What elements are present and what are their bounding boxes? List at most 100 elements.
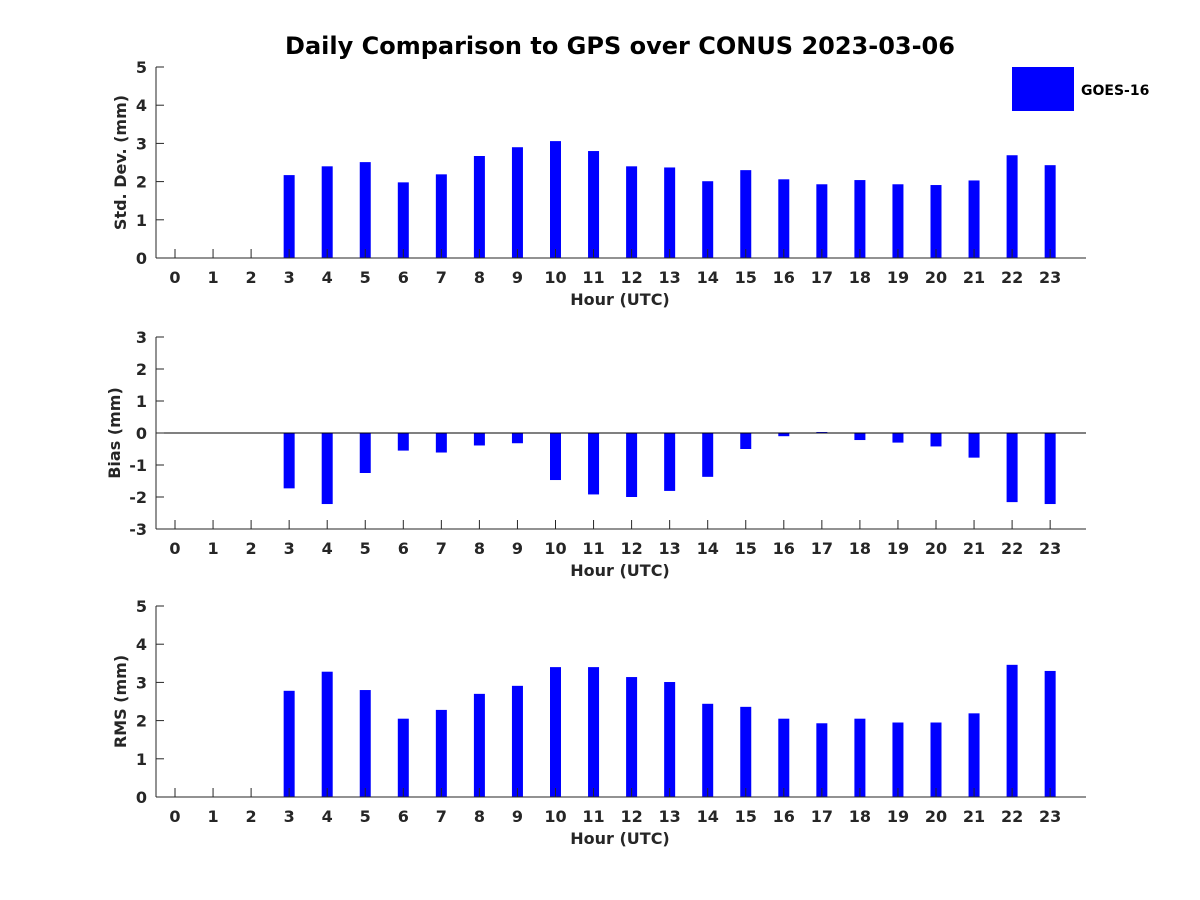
x-tick-label: 6 xyxy=(398,268,409,287)
y-tick-label: 3 xyxy=(136,328,147,347)
bar xyxy=(816,184,828,258)
y-tick-label: 2 xyxy=(136,712,147,731)
y-tick-label: 3 xyxy=(136,134,147,153)
x-tick-label: 1 xyxy=(207,268,218,287)
x-tick-label: 22 xyxy=(1001,268,1023,287)
x-tick-label: 10 xyxy=(544,539,566,558)
bar xyxy=(778,179,790,258)
x-tick-label: 1 xyxy=(207,539,218,558)
x-tick-label: 19 xyxy=(887,268,909,287)
x-tick-label: 8 xyxy=(474,807,485,826)
bar xyxy=(626,166,638,258)
y-tick-label: 0 xyxy=(136,249,147,268)
bar xyxy=(778,433,790,437)
bar xyxy=(588,433,600,495)
bar xyxy=(550,667,561,797)
x-tick-label: 9 xyxy=(512,268,523,287)
x-tick-label: 4 xyxy=(322,268,333,287)
bar xyxy=(664,433,676,491)
x-tick-label: 20 xyxy=(925,807,947,826)
y-axis-label: Bias (mm) xyxy=(105,387,124,479)
x-tick-label: 11 xyxy=(582,268,604,287)
bar xyxy=(1044,433,1056,505)
bar xyxy=(968,433,980,458)
x-tick-label: 7 xyxy=(436,268,447,287)
y-tick-label: 0 xyxy=(136,424,147,443)
x-tick-label: 2 xyxy=(246,268,257,287)
legend: GOES-16 xyxy=(1012,67,1149,111)
bar xyxy=(664,167,676,258)
x-tick-label: 4 xyxy=(322,539,333,558)
y-tick-label: 4 xyxy=(136,96,147,115)
bar xyxy=(321,671,333,797)
x-tick-label: 1 xyxy=(207,807,218,826)
bar xyxy=(550,433,561,481)
x-tick-label: 10 xyxy=(544,807,566,826)
y-tick-label: 5 xyxy=(136,597,147,616)
x-tick-label: 17 xyxy=(811,807,833,826)
bar xyxy=(1006,664,1018,797)
x-axis-label: Hour (UTC) xyxy=(570,561,670,580)
x-tick-label: 12 xyxy=(620,539,642,558)
x-tick-label: 16 xyxy=(773,268,795,287)
x-tick-label: 7 xyxy=(436,807,447,826)
y-tick-label: 1 xyxy=(136,750,147,769)
x-tick-label: 5 xyxy=(360,807,371,826)
x-tick-label: 12 xyxy=(620,807,642,826)
bar xyxy=(1044,670,1056,797)
bar xyxy=(854,433,866,441)
chart-title: Daily Comparison to GPS over CONUS 2023-… xyxy=(285,32,955,60)
y-tick-label: 3 xyxy=(136,673,147,692)
x-tick-label: 17 xyxy=(811,268,833,287)
x-tick-label: 17 xyxy=(811,539,833,558)
bar xyxy=(854,180,866,258)
bar xyxy=(511,147,523,258)
x-tick-label: 11 xyxy=(582,539,604,558)
x-tick-label: 0 xyxy=(169,268,180,287)
x-tick-label: 5 xyxy=(360,268,371,287)
bar xyxy=(892,722,904,797)
bar xyxy=(511,433,523,444)
x-axis-label: Hour (UTC) xyxy=(570,829,670,848)
x-tick-label: 22 xyxy=(1001,539,1023,558)
bar xyxy=(435,174,447,258)
bar xyxy=(702,703,714,797)
x-tick-label: 11 xyxy=(582,807,604,826)
y-tick-label: 2 xyxy=(136,173,147,192)
bar xyxy=(1044,165,1056,258)
x-tick-label: 8 xyxy=(474,268,485,287)
x-tick-label: 6 xyxy=(398,539,409,558)
x-tick-label: 22 xyxy=(1001,807,1023,826)
x-tick-label: 7 xyxy=(436,539,447,558)
legend-swatch xyxy=(1012,67,1074,111)
bar xyxy=(1006,433,1018,503)
x-tick-label: 18 xyxy=(849,539,871,558)
x-tick-label: 9 xyxy=(512,539,523,558)
y-tick-label: 4 xyxy=(136,635,147,654)
bar xyxy=(473,693,485,797)
bar xyxy=(702,181,714,258)
x-tick-label: 15 xyxy=(735,539,757,558)
x-tick-label: 18 xyxy=(849,268,871,287)
bar xyxy=(664,682,676,797)
x-tick-label: 4 xyxy=(322,807,333,826)
x-tick-label: 0 xyxy=(169,539,180,558)
bar xyxy=(321,166,333,258)
bar xyxy=(930,433,942,447)
bar xyxy=(435,709,447,797)
bar xyxy=(740,170,752,258)
bar xyxy=(930,185,942,258)
bar xyxy=(588,151,600,258)
x-tick-label: 20 xyxy=(925,268,947,287)
x-tick-label: 10 xyxy=(544,268,566,287)
bar xyxy=(740,433,752,449)
bar xyxy=(854,718,866,797)
x-tick-label: 15 xyxy=(735,268,757,287)
x-tick-label: 0 xyxy=(169,807,180,826)
x-tick-label: 12 xyxy=(620,268,642,287)
bar xyxy=(511,685,523,797)
x-tick-label: 19 xyxy=(887,807,909,826)
bar xyxy=(473,156,485,258)
bar xyxy=(778,718,790,797)
